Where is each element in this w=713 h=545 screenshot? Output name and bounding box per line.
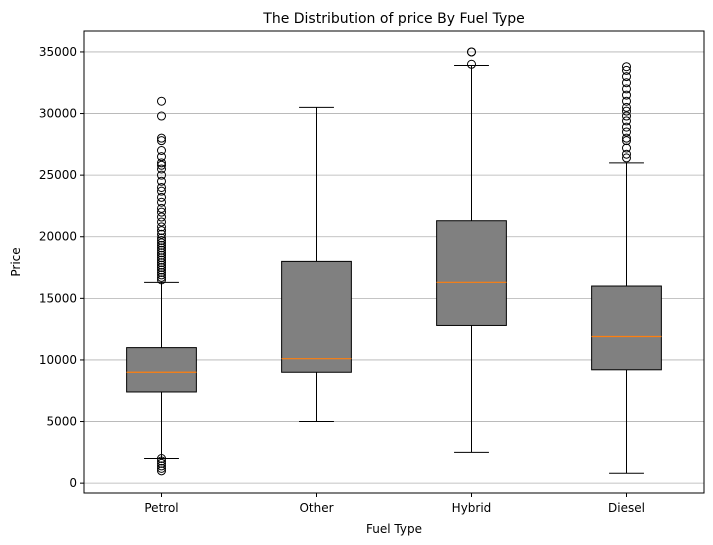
x-tick-label: Other: [299, 501, 333, 515]
outlier-point: [157, 164, 166, 174]
box-hybrid: [436, 47, 507, 453]
outlier-point: [157, 456, 166, 466]
outlier-point: [622, 127, 631, 137]
outlier-point: [157, 272, 166, 282]
y-tick-label: 0: [69, 476, 77, 490]
outlier-point: [622, 111, 631, 121]
chart-title: The Distribution of price By Fuel Type: [262, 11, 524, 27]
outlier-point: [622, 106, 631, 116]
outlier-point: [622, 62, 631, 72]
outlier-point: [157, 182, 166, 192]
y-tick-label: 20000: [39, 230, 77, 244]
outlier-point: [157, 270, 166, 280]
box-diesel: [591, 62, 662, 474]
outlier-point: [622, 122, 631, 132]
x-axis-ticks: Petrol Other Hybrid Diesel: [144, 493, 645, 515]
outlier-point: [157, 263, 166, 273]
y-axis-ticks: 0 5000 10000 15000 20000 25000 30000 35000: [39, 45, 84, 490]
outlier-point: [622, 136, 631, 146]
outlier-point: [622, 96, 631, 106]
outlier-point: [157, 275, 166, 285]
outlier-point: [622, 143, 631, 153]
outlier-point: [622, 149, 631, 159]
outlier-point: [467, 47, 476, 57]
outlier-point: [157, 212, 166, 222]
y-tick-label: 10000: [39, 353, 77, 367]
outlier-point: [157, 240, 166, 250]
outlier-point: [157, 170, 166, 180]
outlier-point: [157, 197, 166, 207]
outlier-point: [157, 192, 166, 202]
iqr-box: [126, 347, 197, 393]
iqr-box: [591, 285, 662, 371]
outlier-point: [622, 133, 631, 143]
iqr-box: [436, 220, 507, 326]
y-tick-label: 25000: [39, 168, 77, 182]
y-axis-label: Price: [9, 247, 23, 276]
outlier-point: [622, 116, 631, 126]
outlier-point: [157, 186, 166, 196]
outlier-point: [157, 176, 166, 186]
y-tick-label: 5000: [46, 415, 77, 429]
outlier-point: [622, 153, 631, 163]
outlier-point: [157, 248, 166, 258]
x-tick-label: Hybrid: [452, 501, 492, 515]
x-tick-label: Diesel: [608, 501, 645, 515]
outlier-point: [157, 466, 166, 476]
outlier-point: [157, 253, 166, 263]
box-other: [281, 106, 352, 423]
outlier-point: [157, 160, 166, 170]
outlier-point: [157, 265, 166, 275]
outlier-point: [157, 245, 166, 255]
x-tick-label: Petrol: [144, 501, 178, 515]
outlier-point: [157, 235, 166, 245]
outlier-point: [157, 111, 166, 121]
outlier-point: [157, 243, 166, 253]
outlier-point: [157, 229, 166, 239]
outlier-point: [157, 207, 166, 217]
y-tick-label: 15000: [39, 291, 77, 305]
outlier-point: [157, 96, 166, 106]
outlier-point: [467, 59, 476, 69]
outlier-point: [157, 461, 166, 471]
outlier-point: [622, 65, 631, 75]
x-axis-label: Fuel Type: [366, 522, 422, 536]
outlier-point: [622, 78, 631, 88]
plot-frame: [83, 30, 705, 494]
outlier-point: [157, 136, 166, 146]
outlier-point: [157, 255, 166, 265]
outlier-point: [157, 260, 166, 270]
y-tick-label: 30000: [39, 107, 77, 121]
iqr-box: [281, 260, 352, 373]
outlier-point: [157, 233, 166, 243]
outlier-point: [157, 222, 166, 232]
box-petrol: [126, 96, 197, 476]
y-tick-label: 35000: [39, 45, 77, 59]
outlier-point: [157, 203, 166, 213]
outlier-point: [157, 226, 166, 236]
outlier-point: [157, 238, 166, 248]
outlier-point: [157, 454, 166, 464]
outlier-point: [157, 152, 166, 162]
outlier-point: [157, 158, 166, 168]
outlier-point: [622, 102, 631, 112]
outlier-point: [157, 250, 166, 260]
outlier-point: [622, 84, 631, 94]
outlier-point: [157, 133, 166, 143]
outlier-point: [157, 458, 166, 468]
outlier-point: [157, 463, 166, 473]
outlier-point: [622, 90, 631, 100]
outlier-point: [157, 258, 166, 268]
outlier-point: [157, 267, 166, 277]
outlier-point: [157, 146, 166, 156]
outlier-point: [622, 72, 631, 82]
grid-lines: [84, 51, 704, 484]
outlier-point: [157, 217, 166, 227]
boxes: [126, 47, 662, 476]
